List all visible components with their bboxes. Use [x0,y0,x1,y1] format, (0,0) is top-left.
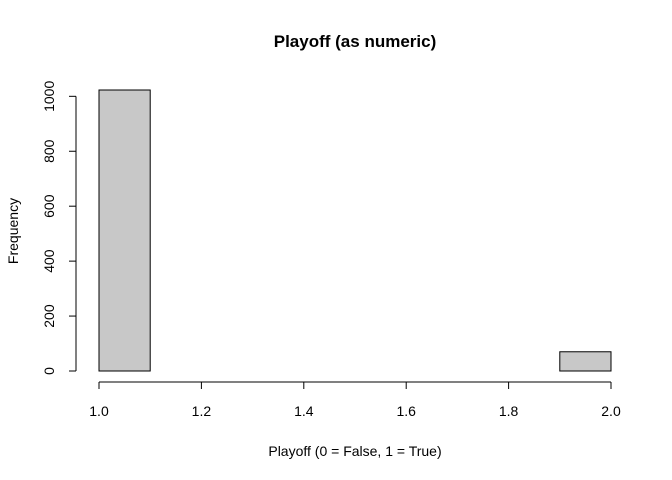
bars-group [98,89,612,372]
y-tick-label: 200 [41,304,57,328]
chart-title: Playoff (as numeric) [274,32,437,51]
x-axis: 1.0 1.2 1.4 1.6 1.8 2.0 [89,381,621,419]
y-axis: 0 200 400 600 800 1000 [41,81,77,375]
histogram-bar-9 [559,351,612,372]
histogram-bar-0 [98,89,151,372]
x-tick-label: 1.8 [499,403,519,419]
y-tick-label: 600 [41,194,57,218]
x-tick-label: 1.6 [396,403,416,419]
y-axis-label: Frequency [5,198,21,264]
y-tick-label: 1000 [41,81,57,112]
x-tick-label: 1.4 [294,403,314,419]
x-axis-label: Playoff (0 = False, 1 = True) [268,443,441,459]
y-tick-label: 400 [41,249,57,273]
y-tick-label: 0 [41,367,57,375]
x-tick-label: 1.2 [192,403,212,419]
x-tick-label: 2.0 [601,403,621,419]
x-tick-label: 1.0 [89,403,109,419]
y-tick-label: 800 [41,139,57,163]
